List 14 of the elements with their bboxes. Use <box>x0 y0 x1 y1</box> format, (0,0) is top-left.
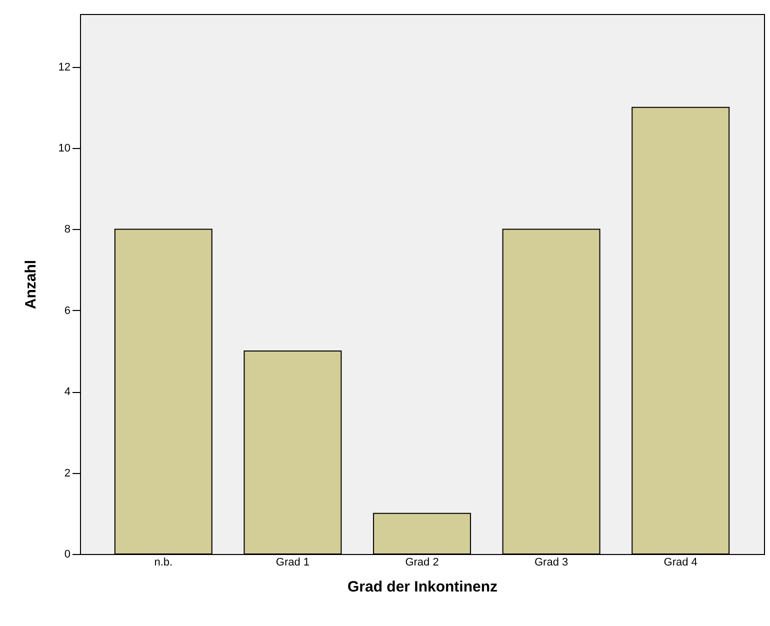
x-tick-label: Grad 3 <box>534 556 568 568</box>
y-tick-label: 6 <box>64 304 70 317</box>
y-tick-label: 2 <box>64 467 70 480</box>
x-tick-label: Grad 4 <box>664 556 698 568</box>
y-tick-label: 10 <box>58 142 70 154</box>
x-axis-title: Grad der Inkontinenz <box>347 578 498 596</box>
y-tick-label: 0 <box>64 548 70 560</box>
y-tick-label: 4 <box>64 386 70 398</box>
x-tick-label: n.b. <box>154 556 173 568</box>
x-tick-label: Grad 1 <box>276 556 310 568</box>
y-tick-label: 12 <box>58 61 70 74</box>
x-tick-label: Grad 2 <box>405 556 439 568</box>
y-tick-label: 8 <box>64 224 70 236</box>
y-axis-title: Anzahl <box>22 260 40 310</box>
